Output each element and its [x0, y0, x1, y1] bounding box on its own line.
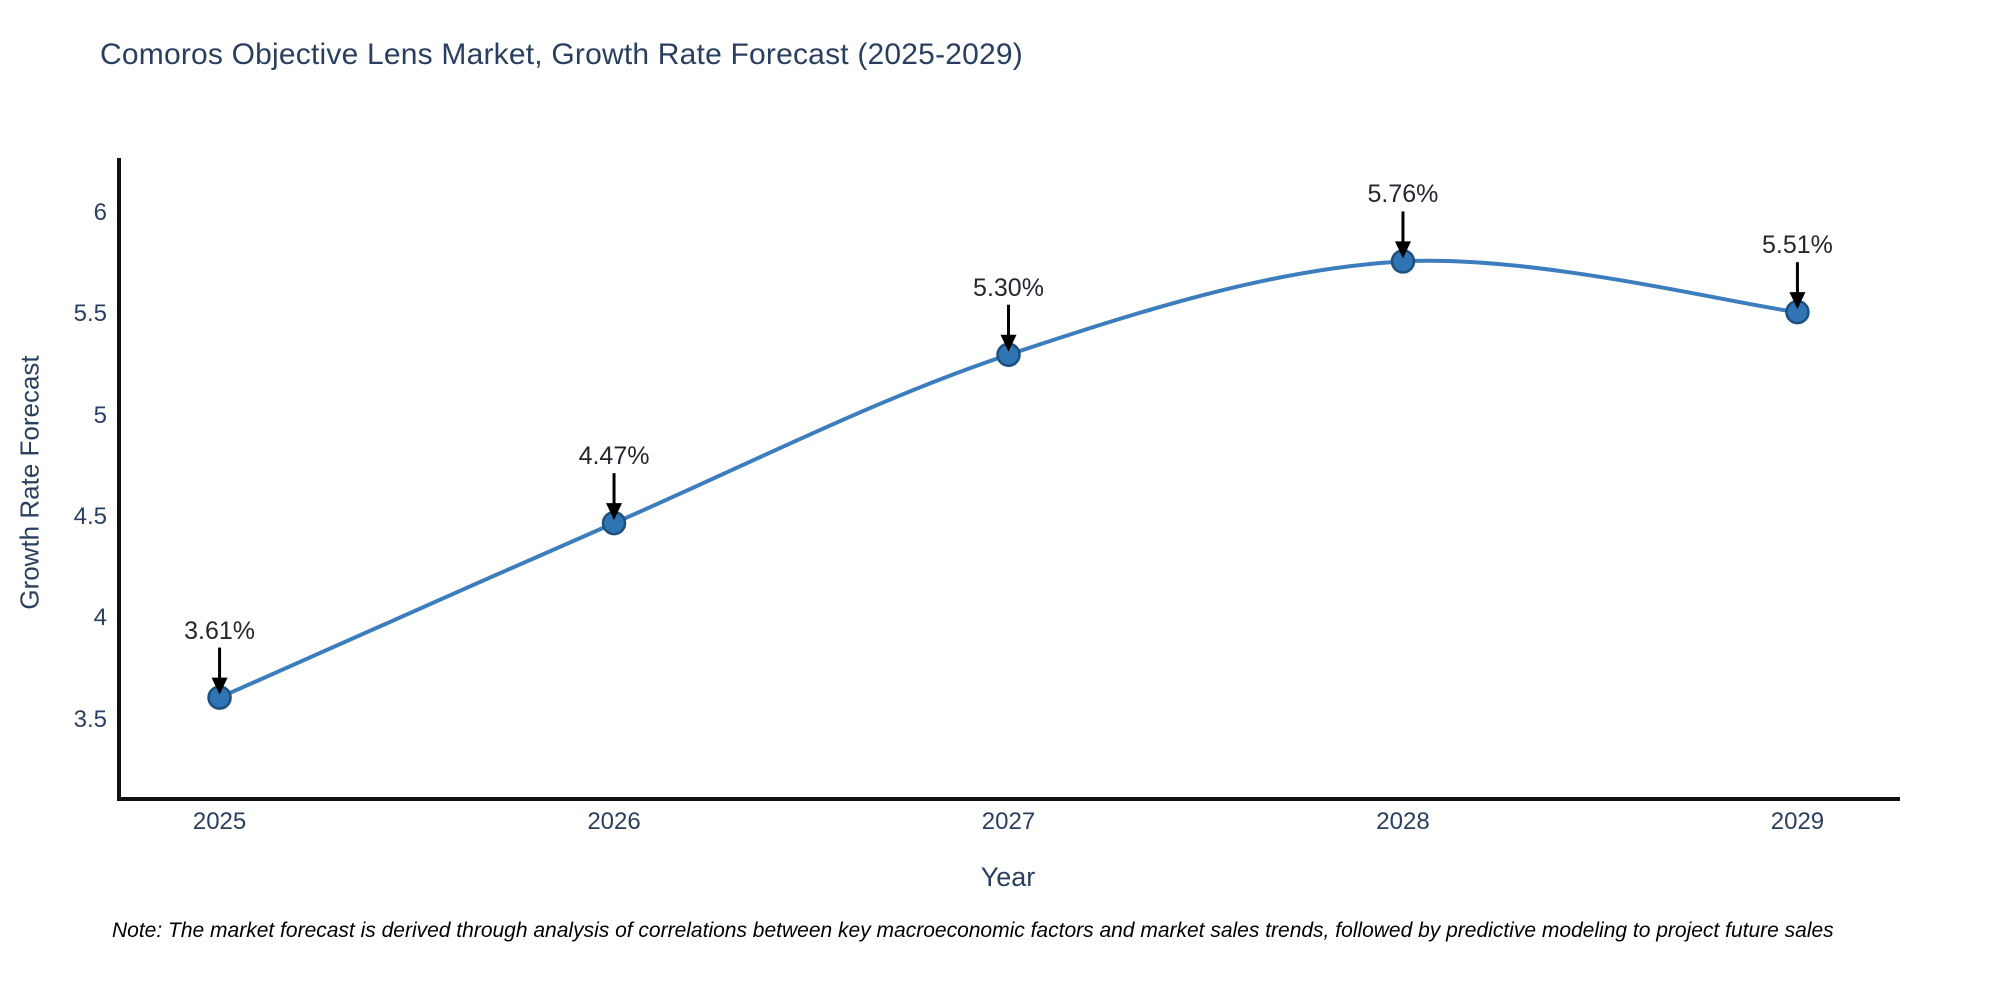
y-tick-label: 6 — [93, 198, 107, 226]
annotation-arrow-head — [1789, 292, 1806, 310]
annotation-arrow-head — [606, 503, 623, 521]
y-tick-label: 3.5 — [73, 705, 107, 733]
point-value-label: 3.61% — [184, 616, 255, 645]
y-tick-label: 4.5 — [73, 503, 107, 531]
point-value-label: 5.76% — [1367, 180, 1439, 209]
chart-title: Comoros Objective Lens Market, Growth Ra… — [100, 38, 1023, 71]
x-tick-label: 2025 — [192, 808, 247, 835]
x-tick-label: 2029 — [1770, 808, 1825, 835]
point-value-label: 5.30% — [973, 273, 1044, 302]
annotation-arrow-head — [1000, 334, 1017, 352]
footnote: Note: The market forecast is derived thr… — [112, 919, 1834, 942]
y-tick-label: 5.5 — [73, 300, 107, 328]
x-tick-label: 2028 — [1376, 808, 1430, 835]
x-tick-label: 2026 — [587, 808, 641, 835]
x-axis-title: Year — [980, 862, 1036, 892]
y-tick-label: 5 — [93, 401, 107, 429]
point-value-label: 5.51% — [1761, 231, 1833, 260]
point-value-label: 4.47% — [578, 442, 650, 471]
annotation-arrow-head — [1394, 241, 1411, 259]
annotation-arrow-head — [211, 677, 228, 695]
x-tick-label: 2027 — [981, 808, 1036, 835]
y-tick-label: 4 — [93, 604, 107, 632]
